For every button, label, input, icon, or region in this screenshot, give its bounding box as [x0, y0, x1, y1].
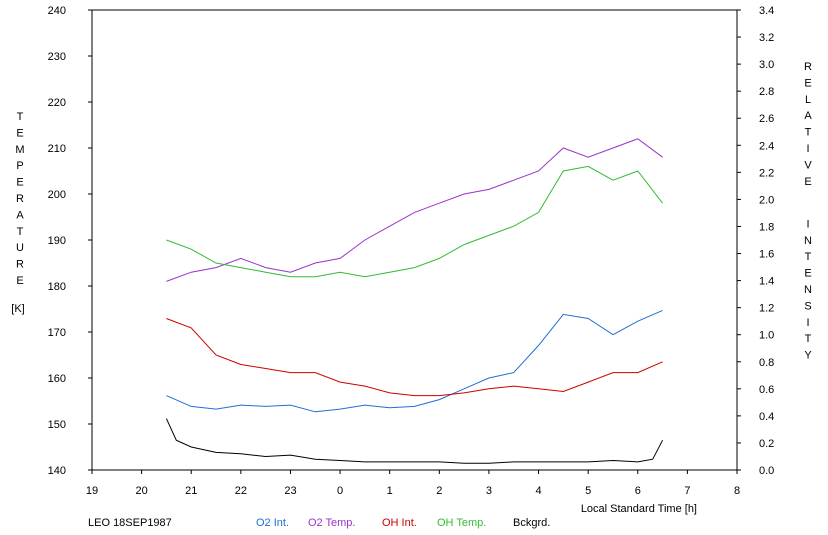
right-tick-label: 3.2: [759, 32, 774, 44]
axis-label-letter: E: [804, 268, 811, 280]
axis-label-letter: L: [805, 94, 811, 106]
axis-label-letter: R: [16, 193, 24, 205]
left-tick-label: 180: [48, 281, 66, 293]
legend-item: OH Temp.: [437, 517, 486, 529]
plot-frame: [91, 9, 738, 471]
axis-label-letter: U: [16, 242, 24, 254]
right-tick-label: 0.4: [759, 411, 774, 423]
x-tick-label: 19: [86, 485, 98, 497]
axis-label-letter: I: [806, 143, 809, 155]
axis-label-letter: I: [806, 317, 809, 329]
series-line-o2-int: [166, 309, 663, 413]
x-tick-label: 21: [185, 485, 197, 497]
x-tick-label: 2: [436, 485, 442, 497]
axis-label-letter: V: [804, 159, 812, 171]
left-tick-label: 210: [48, 143, 66, 155]
axis-label-letter: R: [804, 61, 812, 73]
legend-item: O2 Temp.: [308, 517, 356, 529]
left-tick-label: 230: [48, 51, 66, 63]
axis-label-letter: T: [805, 333, 812, 345]
axis-label-letter: A: [804, 110, 812, 122]
axis-label-letter: N: [804, 284, 812, 296]
axis-label-letter: I: [806, 218, 809, 230]
axis-label-letter: T: [805, 127, 812, 139]
x-axis-label: Local Standard Time [h]: [581, 503, 697, 515]
axis-label-letter: M: [15, 144, 24, 156]
left-tick-label: 220: [48, 97, 66, 109]
legend-item: Bckgrd.: [513, 517, 550, 529]
right-tick-label: 1.0: [759, 330, 774, 342]
legend-item: OH Int.: [382, 517, 417, 529]
right-tick-label: 2.4: [759, 140, 774, 152]
axis-label-letter: R: [16, 259, 24, 271]
left-tick-label: 160: [48, 373, 66, 385]
series-line-o2-temp: [166, 138, 663, 282]
series-line-bckgrd: [165, 418, 664, 464]
x-tick-label: 3: [486, 485, 492, 497]
left-axis: 140 150 160 170 180 190 200 210 220 230 240: [48, 5, 92, 477]
axis-label-letter: N: [804, 235, 812, 247]
left-tick-label: 200: [48, 189, 66, 201]
x-tick-label: 1: [387, 485, 393, 497]
right-tick-label: 0.0: [759, 465, 774, 477]
x-tick-label: 5: [585, 485, 591, 497]
axis-label-letter: E: [16, 127, 23, 139]
right-tick-label: 3.0: [759, 59, 774, 71]
x-tick-label: 0: [337, 485, 343, 497]
right-tick-label: 3.4: [759, 5, 774, 17]
right-tick-label: 2.0: [759, 194, 774, 206]
axis-label-letter: S: [804, 300, 811, 312]
x-tick-label: 22: [235, 485, 247, 497]
right-tick-label: 2.6: [759, 113, 774, 125]
right-tick-label: 1.2: [759, 303, 774, 315]
x-axis: 19 20 21 22 23 0 1 2 3 4 5 6 7 8: [86, 470, 740, 497]
axis-label-letter: T: [17, 226, 24, 238]
series-layer: [165, 138, 664, 464]
left-tick-label: 190: [48, 235, 66, 247]
right-tick-label: 1.6: [759, 249, 774, 261]
axis-label-letter: A: [16, 209, 24, 221]
legend: O2 Int. O2 Temp. OH Int. OH Temp. Bckgrd.: [256, 517, 550, 529]
left-tick-label: 170: [48, 327, 66, 339]
right-tick-label: 0.8: [759, 357, 774, 369]
axis-label-letter: T: [805, 251, 812, 263]
left-axis-unit: [K]: [11, 303, 24, 315]
right-axis: 0.0 0.2 0.4 0.6 0.8 1.0 1.2 1.4 1.6 1.8 2.0 2.2 2.4 2…: [737, 5, 774, 477]
x-tick-label: 6: [635, 485, 641, 497]
series-line-oh-temp: [166, 165, 663, 278]
x-tick-label: 4: [535, 485, 541, 497]
right-tick-label: 1.4: [759, 276, 774, 288]
axis-label-letter: E: [804, 176, 811, 188]
left-tick-label: 140: [48, 465, 66, 477]
right-tick-label: 2.2: [759, 167, 774, 179]
legend-item: O2 Int.: [256, 517, 289, 529]
footer-label: LEO 18SEP1987: [88, 517, 172, 529]
right-tick-label: 2.8: [759, 86, 774, 98]
x-tick-label: 23: [284, 485, 296, 497]
axis-label-letter: Y: [804, 350, 812, 362]
x-tick-label: 20: [135, 485, 147, 497]
axis-label-letter: E: [16, 177, 23, 189]
right-tick-label: 1.8: [759, 221, 774, 233]
axis-label-letter: E: [16, 275, 23, 287]
right-tick-label: 0.2: [759, 438, 774, 450]
left-tick-label: 150: [48, 419, 66, 431]
right-tick-label: 0.6: [759, 384, 774, 396]
axis-label-letter: E: [804, 77, 811, 89]
x-tick-label: 8: [734, 485, 740, 497]
left-tick-label: 240: [48, 5, 66, 17]
axis-label-letter: T: [17, 111, 24, 123]
x-tick-label: 7: [684, 485, 690, 497]
axis-label-letter: P: [16, 160, 23, 172]
series-line-oh-int: [166, 318, 663, 397]
